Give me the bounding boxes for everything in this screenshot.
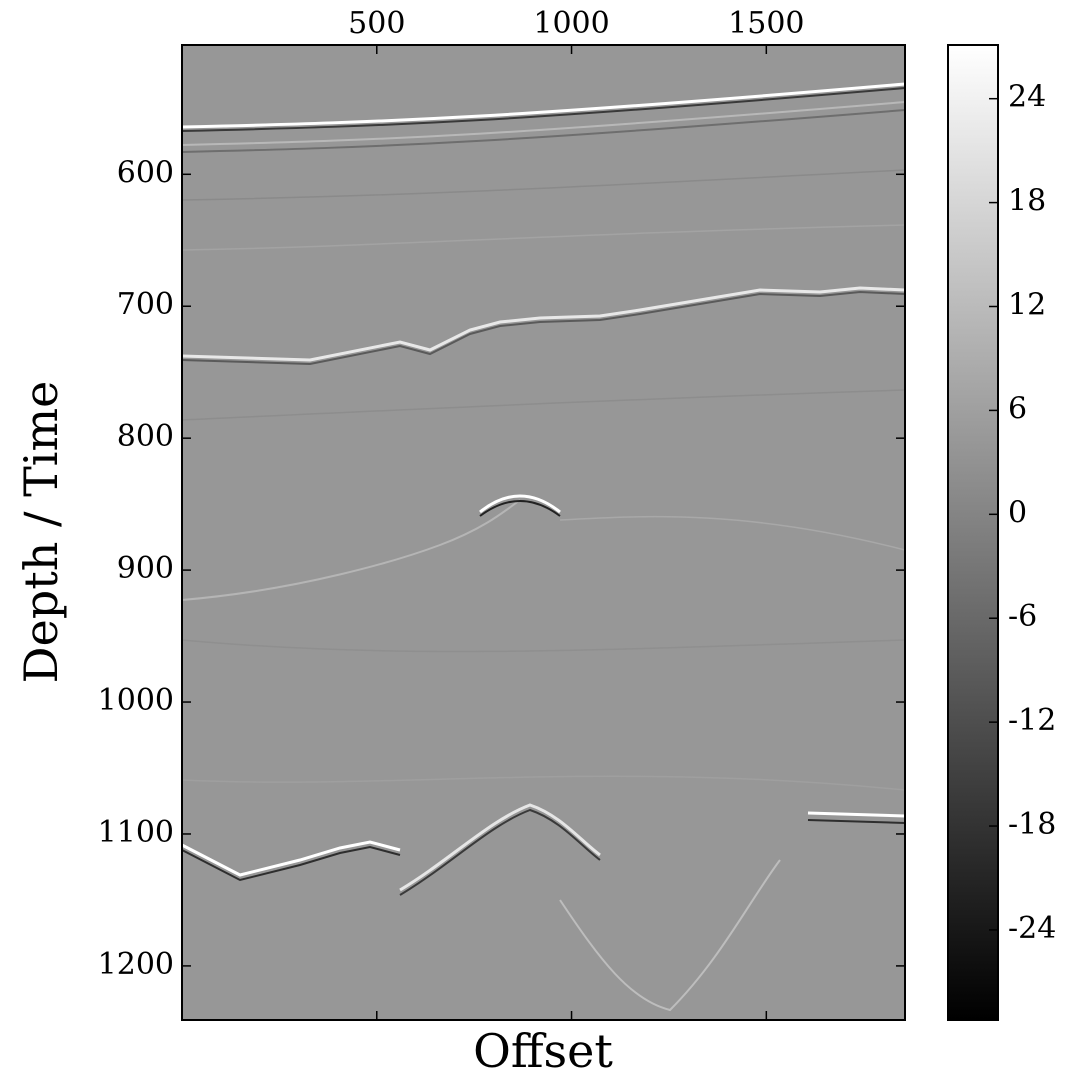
image-background (182, 45, 905, 1020)
reflectors (182, 82, 905, 1012)
reflector (182, 499, 521, 601)
colorbar (947, 44, 999, 1021)
y-tick-label: 1000 (98, 683, 174, 718)
reflector (182, 840, 401, 877)
reflector (182, 109, 905, 153)
y-axis-label: Depth / Time (14, 381, 68, 684)
reflector (807, 819, 905, 824)
x-tick-label: 1000 (533, 6, 609, 41)
reflector (182, 775, 905, 791)
reflector (182, 169, 905, 201)
colorbar-tick-label: 0 (1008, 495, 1027, 530)
reflector (182, 82, 905, 129)
colorbar-tick-label: -6 (1008, 599, 1037, 634)
plot-frame (181, 44, 906, 1021)
reflector (559, 859, 781, 1012)
reflector (182, 389, 905, 421)
reflector (399, 803, 601, 892)
colorbar-tick-label: -24 (1008, 911, 1056, 946)
reflector (479, 500, 561, 517)
reflector (559, 515, 905, 551)
y-tick-label: 1200 (98, 947, 174, 982)
colorbar-tick-label: -12 (1008, 703, 1056, 738)
x-tick-label: 500 (348, 6, 405, 41)
y-tick-label: 1100 (98, 815, 174, 850)
reflector (479, 494, 561, 514)
reflector (807, 811, 905, 818)
colorbar-tick-label: 24 (1008, 80, 1046, 115)
reflector (182, 224, 905, 251)
colorbar-tick-label: 6 (1008, 391, 1027, 426)
y-tick-label: 700 (117, 287, 174, 322)
colorbar-tick-label: 18 (1008, 184, 1046, 219)
reflector (399, 808, 601, 896)
reflector (182, 101, 905, 146)
y-tick-label: 600 (117, 155, 174, 190)
reflector (182, 286, 905, 362)
y-tick-label: 900 (117, 551, 174, 586)
colorbar-tick-label: -18 (1008, 807, 1056, 842)
seismic-image (182, 45, 905, 1020)
colorbar-tick-label: 12 (1008, 288, 1046, 323)
y-tick-label: 800 (117, 419, 174, 454)
reflector (182, 87, 905, 132)
x-axis-label: Offset (473, 1024, 613, 1078)
reflector (182, 639, 905, 653)
reflector (182, 290, 905, 366)
x-tick-label: 1500 (728, 6, 804, 41)
reflector (182, 845, 401, 882)
